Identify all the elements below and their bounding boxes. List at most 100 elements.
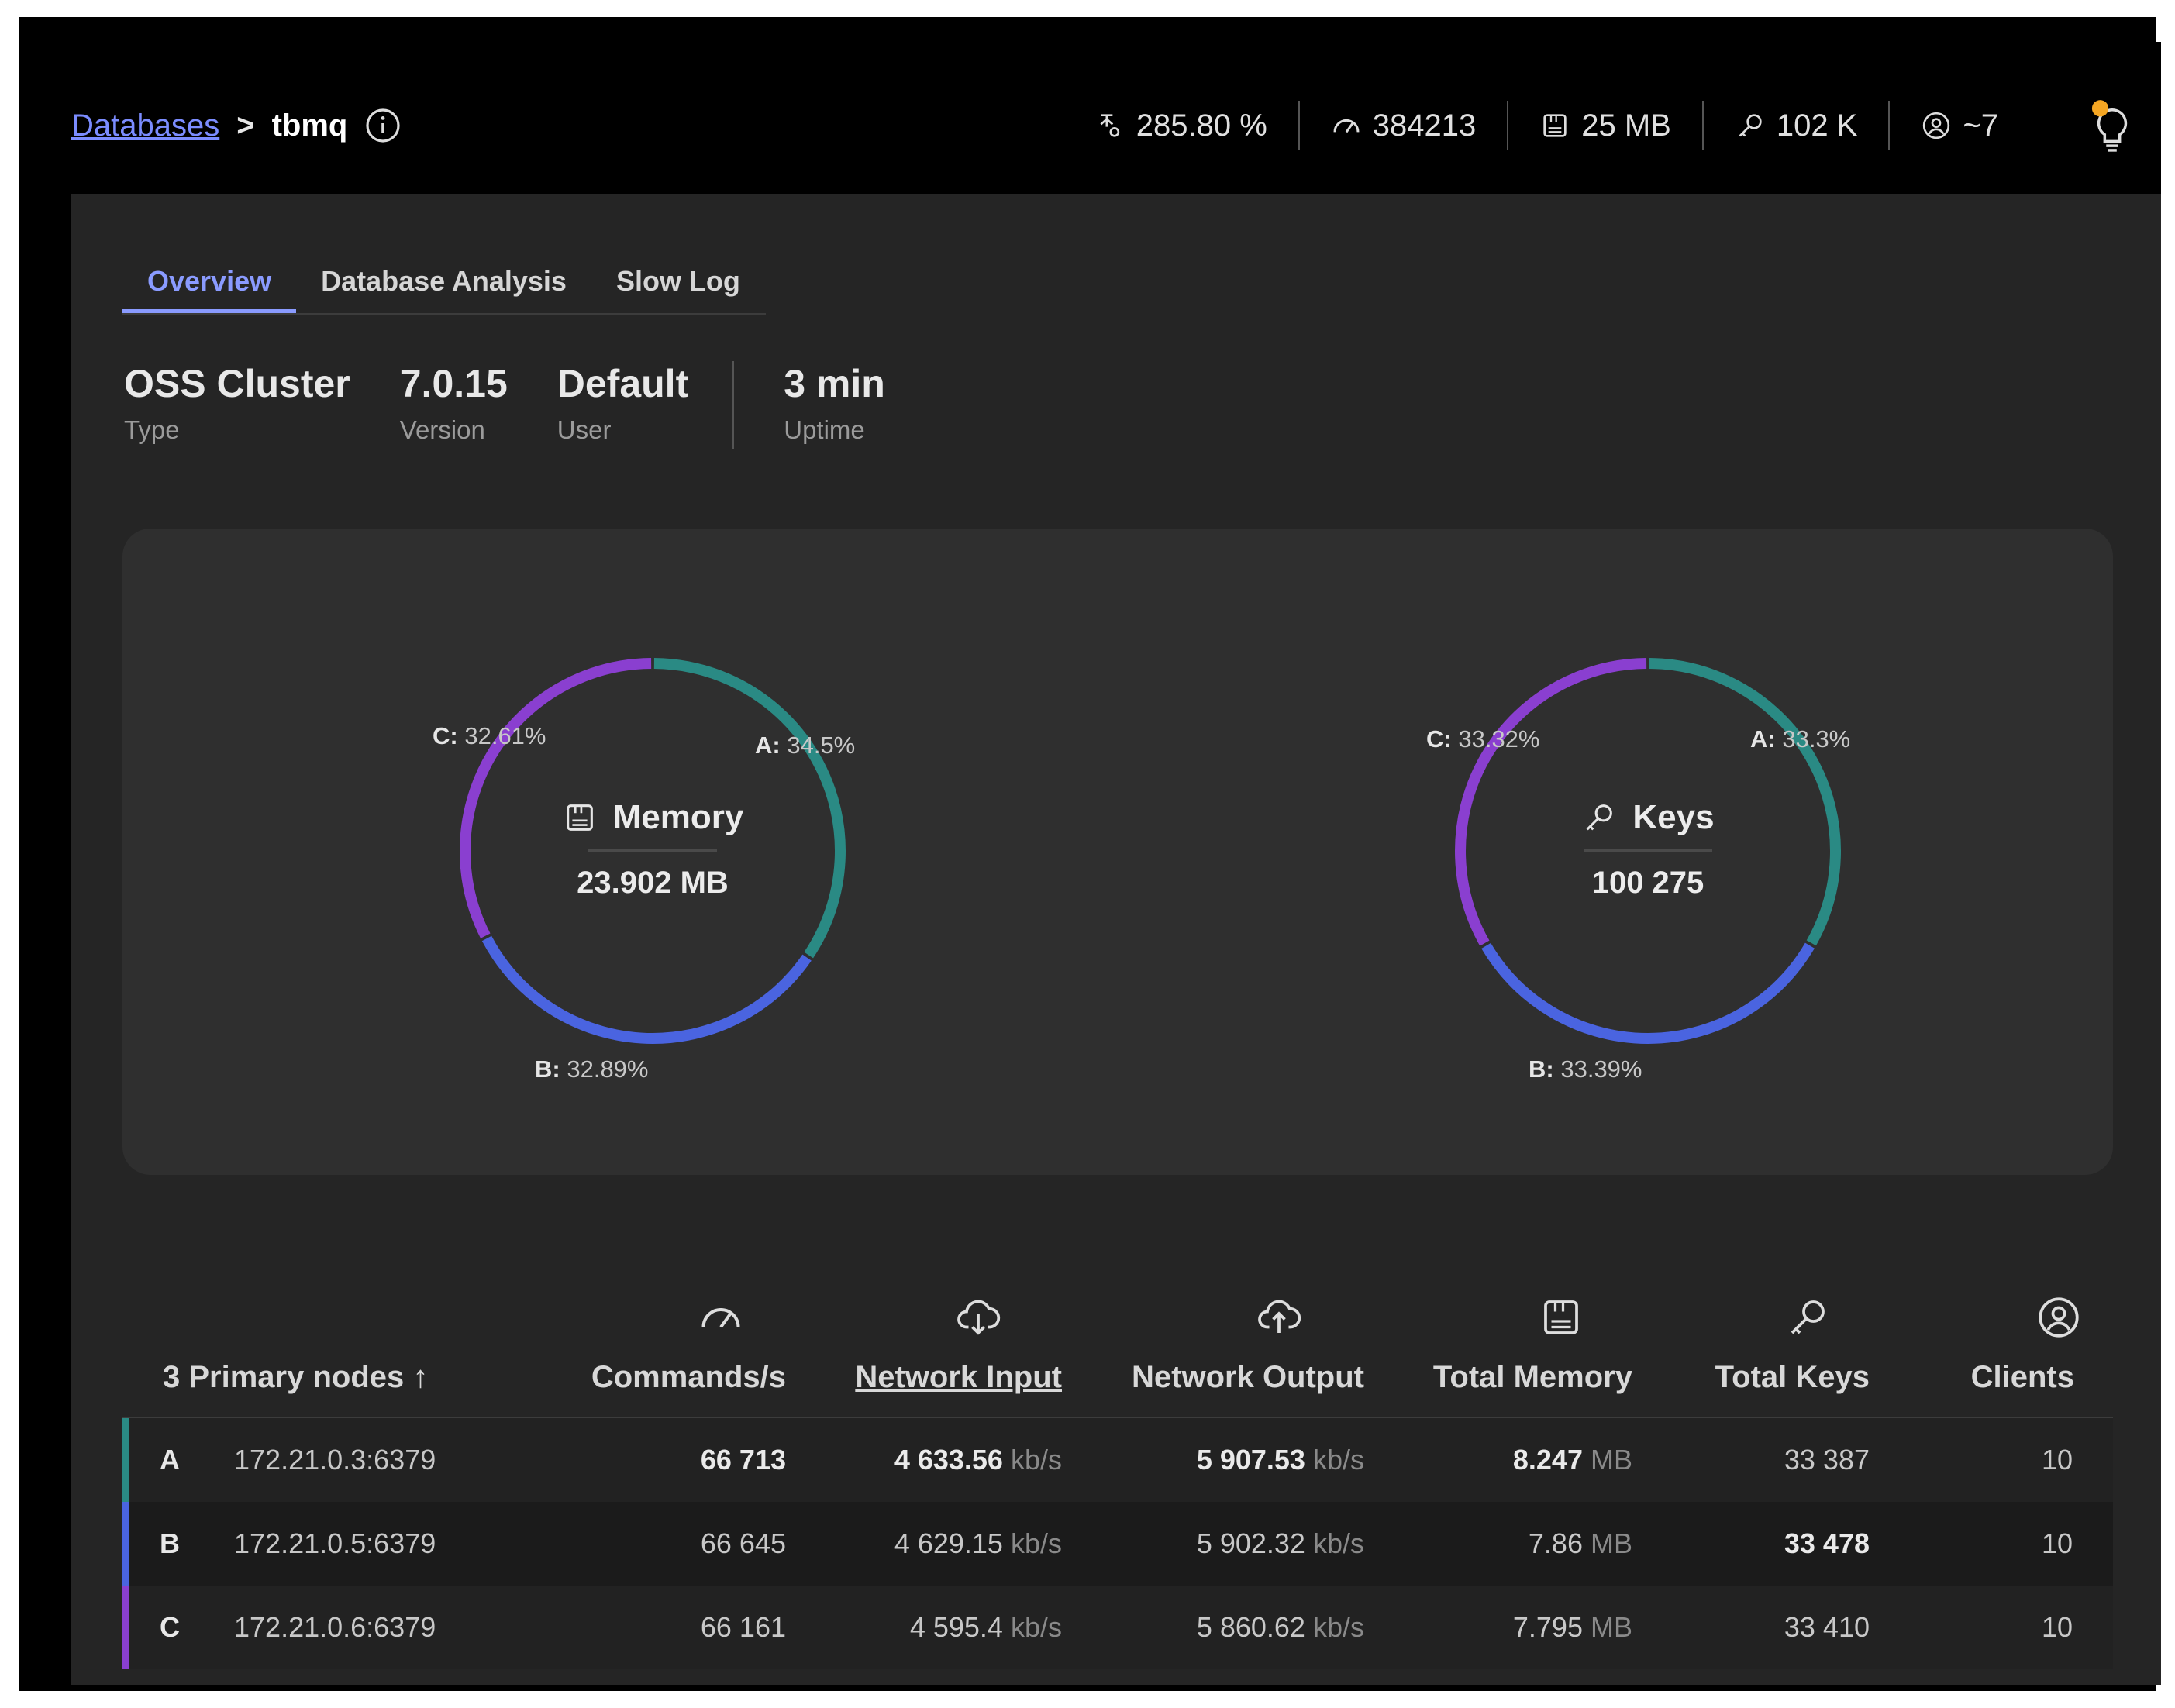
donut-slice-a[interactable] — [1649, 658, 1841, 946]
memory-donut-chart: A: 34.5% C: 32.61% B: 32.89% Memory 23.9… — [340, 529, 1037, 1175]
donut-slice-b[interactable] — [1481, 942, 1815, 1044]
header-nodes[interactable]: 3 Primary nodes ↑ — [122, 1279, 526, 1417]
type-value: OSS Cluster — [124, 362, 350, 405]
memory-label-a-node: A: — [755, 732, 781, 759]
user-value: Default — [557, 362, 689, 405]
header-commands-text: Commands/s — [591, 1360, 786, 1394]
header-total-keys[interactable]: Total Keys — [1632, 1279, 1870, 1417]
memory-metric[interactable]: 25 MB — [1507, 101, 1702, 150]
keys-value: 102 K — [1776, 108, 1858, 143]
keys-metric[interactable]: 102 K — [1701, 101, 1889, 150]
charts-panel: A: 34.5% C: 32.61% B: 32.89% Memory 23.9… — [122, 529, 2113, 1175]
header-commands[interactable]: Commands/s — [526, 1279, 786, 1417]
row-letter: A — [160, 1444, 180, 1476]
table-row[interactable]: C 172.21.0.6:6379 66 161 4 595.4 kb/s 5 860.… — [122, 1586, 2113, 1669]
row-net_out: 5 902.32 kb/s — [1062, 1502, 1364, 1586]
breadcrumb-databases-link[interactable]: Databases — [71, 108, 220, 143]
header-network-output[interactable]: Network Output — [1062, 1279, 1364, 1417]
memory-label-b-pct: 32.89% — [567, 1055, 649, 1083]
memory-donut-title: Memory — [513, 798, 792, 837]
row-clients: 10 — [1870, 1502, 2073, 1586]
keys-label-b-pct: 33.39% — [1560, 1055, 1642, 1083]
row-net_out: 5 860.62 kb/s — [1062, 1586, 1364, 1669]
keys-label-b: B: 33.39% — [1529, 1055, 1642, 1083]
row-memory-value: 8.247 — [1512, 1444, 1583, 1476]
cpu-metric[interactable]: 285.80 % — [1063, 101, 1298, 150]
memory-icon — [566, 804, 593, 831]
row-net_out-unit: kb/s — [1312, 1444, 1364, 1476]
commands-metric[interactable]: 384213 — [1298, 101, 1507, 150]
user-icon — [1923, 112, 1950, 139]
header-network-input[interactable]: Network Input — [786, 1279, 1062, 1417]
header-network-input-text[interactable]: Network Input — [855, 1360, 1062, 1394]
tab-overview[interactable]: Overview — [122, 250, 297, 313]
keys-donut-rule — [1584, 849, 1712, 852]
key-icon — [1791, 1300, 1825, 1334]
donut-slice-c[interactable] — [460, 658, 652, 938]
header-total-memory[interactable]: Total Memory — [1364, 1279, 1632, 1417]
row-host: 172.21.0.3:6379 — [234, 1444, 436, 1476]
info-type: OSS Cluster Type — [124, 361, 350, 454]
content-panel: Overview Database Analysis Slow Log OSS … — [71, 194, 2161, 1685]
gauge-icon — [701, 1308, 740, 1328]
row-net_out-value: 5 907.53 — [1196, 1444, 1305, 1476]
memory-donut-rule — [588, 849, 717, 852]
row-commands-value: 66 713 — [700, 1444, 786, 1476]
key-icon — [1586, 804, 1613, 831]
row-clients: 10 — [1870, 1586, 2073, 1669]
table-header: 3 Primary nodes ↑ Commands/s Network Inp… — [122, 1279, 2113, 1418]
row-keys: 33 478 — [1632, 1502, 1870, 1586]
table-row[interactable]: B 172.21.0.5:6379 66 645 4 629.15 kb/s 5 902… — [122, 1502, 2113, 1586]
row-memory: 8.247 MB — [1364, 1418, 1632, 1502]
version-value: 7.0.15 — [399, 362, 508, 405]
row-keys-value: 33 410 — [1784, 1611, 1870, 1643]
donut-slice-b[interactable] — [481, 935, 812, 1044]
row-memory-unit: MB — [1591, 1444, 1632, 1476]
keys-label-c-pct: 33.32% — [1458, 725, 1540, 752]
row-net_in-value: 4 629.15 — [894, 1527, 1003, 1559]
uptime-label: Uptime — [784, 415, 865, 444]
row-clients-value: 10 — [2041, 1444, 2073, 1476]
info-divider — [732, 361, 735, 449]
row-memory-value: 7.795 — [1512, 1611, 1583, 1643]
table-row[interactable]: A 172.21.0.3:6379 66 713 4 633.56 kb/s 5 907… — [122, 1418, 2113, 1502]
keys-label-c: C: 33.32% — [1426, 725, 1539, 753]
tab-bar: Overview Database Analysis Slow Log — [122, 250, 766, 315]
version-label: Version — [399, 415, 485, 444]
header-total-memory-text: Total Memory — [1432, 1360, 1632, 1394]
row-net_out-value: 5 902.32 — [1196, 1527, 1305, 1559]
header-nodes-text: 3 Primary nodes ↑ — [163, 1360, 428, 1395]
header-clients[interactable]: Clients — [1870, 1279, 2113, 1417]
donut-slice-a[interactable] — [653, 658, 846, 959]
header-clients-text: Clients — [1970, 1360, 2074, 1394]
header-nodes-label: 3 Primary nodes — [163, 1360, 405, 1394]
clients-metric[interactable]: ~7 — [1888, 101, 2029, 150]
keys-donut-center: Keys 100 275 — [1508, 798, 1787, 900]
info-icon[interactable] — [364, 107, 402, 144]
row-net_out: 5 907.53 kb/s — [1062, 1418, 1364, 1502]
memory-donut-center: Memory 23.902 MB — [513, 798, 792, 900]
row-memory-value: 7.86 — [1528, 1527, 1583, 1559]
row-commands: 66 161 — [526, 1586, 786, 1669]
gauge-icon — [1333, 119, 1360, 133]
header-total-keys-text: Total Keys — [1715, 1360, 1870, 1394]
sort-arrow-icon[interactable]: ↑ — [412, 1360, 429, 1394]
row-clients-value: 10 — [2041, 1527, 2073, 1559]
database-info: OSS Cluster Type 7.0.15 Version Default … — [124, 361, 935, 454]
cpu-value: 285.80 % — [1136, 108, 1267, 143]
row-net_in-unit: kb/s — [1010, 1527, 1062, 1559]
row-letter: C — [160, 1611, 180, 1643]
keys-label-c-node: C: — [1426, 725, 1452, 752]
commands-value: 384213 — [1372, 108, 1477, 143]
tab-database-analysis[interactable]: Database Analysis — [321, 265, 567, 297]
donut-slice-c[interactable] — [1455, 658, 1647, 946]
row-letter: B — [160, 1527, 180, 1559]
memory-label-a: A: 34.5% — [755, 732, 855, 759]
row-keys: 33 410 — [1632, 1586, 1870, 1669]
insights-bulb-icon[interactable] — [2090, 98, 2135, 155]
uptime-value: 3 min — [784, 362, 885, 405]
type-label: Type — [124, 415, 180, 444]
tab-slow-log[interactable]: Slow Log — [615, 265, 740, 297]
memory-label-a-pct: 34.5% — [787, 732, 856, 759]
row-net_in-unit: kb/s — [1010, 1611, 1062, 1643]
